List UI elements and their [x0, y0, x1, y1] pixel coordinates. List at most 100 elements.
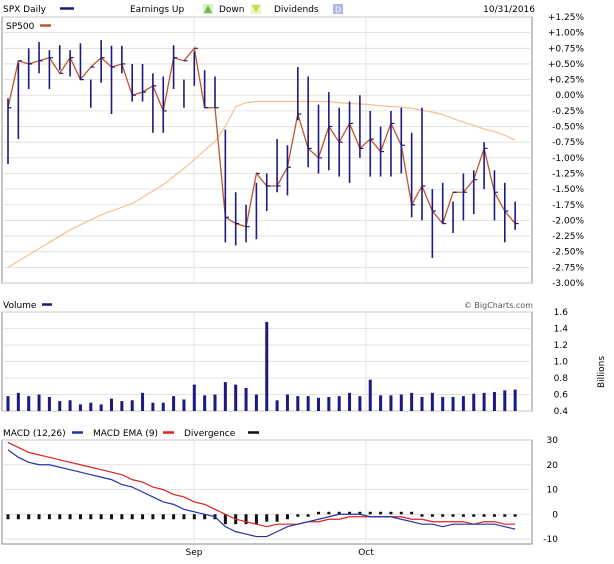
volume-tick-label: 1.0	[554, 358, 569, 368]
divergence-bar	[130, 514, 134, 520]
price-tick-label: 0.00%	[555, 91, 584, 101]
volume-bar	[68, 400, 72, 411]
price-tick-label: +1.25%	[548, 13, 585, 23]
symbol-label: SPX Daily	[3, 5, 47, 15]
price-tick-label: -2.50%	[552, 248, 584, 258]
macd-ema-line	[7, 441, 516, 528]
volume-bar	[358, 396, 362, 411]
divergence-bar	[265, 514, 269, 522]
volume-bar	[244, 387, 248, 411]
divergence-bar	[110, 514, 113, 520]
volume-bar	[151, 402, 155, 411]
divergence-bar	[99, 514, 103, 520]
divergence-bar	[399, 511, 403, 515]
volume-bar	[265, 321, 269, 411]
x-tick-label: Oct	[358, 548, 374, 558]
volume-bar	[16, 392, 20, 411]
volume-tick-label: 0.8	[554, 374, 569, 384]
macd-legend-ema: MACD EMA (9)	[93, 429, 158, 439]
divergence-bar	[78, 514, 82, 520]
divergence-bar	[389, 511, 393, 515]
close-price-line	[7, 46, 516, 228]
macd-panel-frame	[1, 439, 533, 545]
x-tick-label: Sep	[186, 548, 203, 558]
macd-legend-divergence: Divergence	[184, 429, 236, 439]
volume-bar	[420, 396, 424, 411]
svg-text:D: D	[335, 6, 341, 15]
divergence-bar	[461, 514, 465, 517]
volume-bar	[203, 395, 207, 411]
divergence-bar	[151, 514, 155, 520]
price-tick-label: -0.75%	[552, 138, 584, 148]
divergence-bar	[410, 511, 414, 515]
chart-date: 10/31/2016	[483, 5, 535, 15]
volume-bar	[6, 396, 10, 411]
volume-bar	[89, 402, 93, 411]
price-tick-label: -2.25%	[552, 232, 584, 242]
volume-bar	[99, 404, 103, 411]
volume-bar	[254, 394, 258, 411]
divergence-bar	[275, 514, 279, 522]
volume-bar	[503, 390, 507, 411]
volume-bar	[141, 392, 145, 411]
divergence-bar	[6, 514, 10, 520]
volume-bar	[430, 392, 434, 411]
volume-bar	[275, 400, 279, 411]
volume-bar	[223, 382, 227, 411]
volume-tick-label: 0.6	[554, 391, 569, 401]
price-legend: SP500	[4, 20, 52, 32]
divergence-bar	[296, 514, 300, 517]
volume-bar	[172, 396, 176, 411]
macd-tick-label: 0	[552, 510, 558, 520]
divergence-bar	[358, 511, 362, 515]
macd-line	[7, 449, 516, 538]
price-tick-label: +0.50%	[548, 60, 585, 70]
price-tick-label: -2.00%	[552, 216, 584, 226]
price-tick-label: +0.75%	[548, 44, 585, 54]
volume-bar	[337, 396, 341, 411]
price-y-axis: +1.25% +1.00% +0.75% +0.50% +0.25% 0.00% -0.25…	[548, 13, 585, 289]
divergence-bar	[58, 514, 62, 520]
earnings-label: Earnings Up	[130, 5, 185, 15]
sp500-comparison-line	[7, 100, 516, 268]
volume-bar	[47, 396, 51, 411]
divergence-bar	[441, 514, 445, 517]
price-tick-label: +0.25%	[548, 76, 585, 86]
volume-bar	[120, 401, 124, 411]
macd-y-axis: 30 20 10 0 -10	[543, 436, 558, 545]
divergence-bar	[513, 514, 517, 517]
volume-bar	[461, 396, 465, 411]
down-triangle-icon	[251, 4, 261, 14]
volume-bar	[399, 394, 403, 411]
price-tick-label: -1.50%	[552, 185, 584, 195]
divergence-bar	[327, 511, 331, 515]
comparison-label: SP500	[6, 22, 35, 32]
volume-bar	[441, 396, 445, 411]
divergence-bar	[472, 514, 476, 517]
close-line	[7, 46, 516, 228]
macd-lines	[7, 441, 516, 538]
volume-bar	[27, 396, 31, 411]
volume-title: Volume	[3, 301, 37, 311]
volume-bar	[234, 384, 238, 411]
price-tick-label: -0.50%	[552, 123, 584, 133]
divergence-bar	[503, 514, 507, 517]
price-tick-label: -1.00%	[552, 154, 584, 164]
dividends-label: Dividends	[274, 5, 319, 15]
divergence-bar	[451, 514, 455, 517]
divergence-bar	[420, 514, 424, 517]
volume-tick-label: 1.2	[554, 341, 568, 351]
watermark: © BigCharts.com	[464, 301, 533, 310]
divergence-bar	[161, 514, 165, 520]
volume-bars	[6, 321, 517, 411]
ohlc-bars	[7, 40, 519, 258]
macd-legend-macd: MACD (12,26)	[3, 429, 66, 439]
divergence-bar	[317, 511, 320, 515]
volume-bar	[410, 392, 414, 411]
volume-bar	[306, 396, 310, 411]
volume-bar	[472, 393, 476, 411]
divergence-bar	[203, 514, 207, 520]
divergence-bar	[285, 514, 289, 520]
macd-tick-label: 20	[547, 461, 559, 471]
volume-bar	[451, 396, 455, 411]
